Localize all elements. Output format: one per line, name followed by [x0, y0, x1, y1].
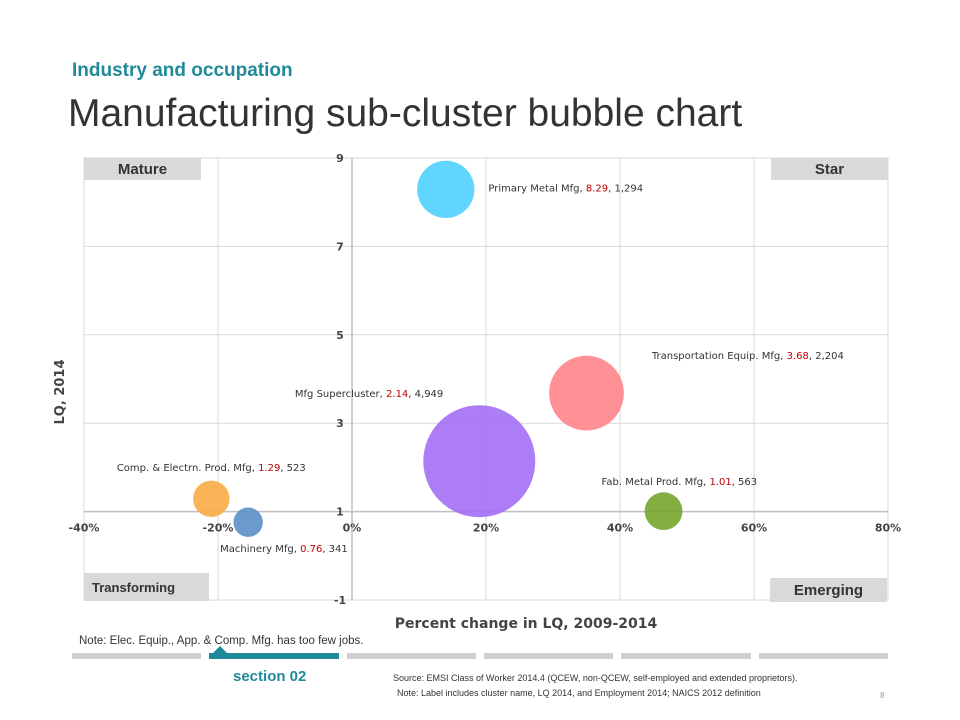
nav-segment[interactable]: [484, 653, 614, 659]
chart-axes: -40% -20% 0% 20% 40% 60% 80% -1 1 3 5 7 9: [69, 152, 902, 607]
bubble-label: Machinery Mfg, 0.76, 341: [220, 544, 348, 555]
quadrant-label-emerging: Emerging: [770, 578, 887, 602]
bubble-label: Primary Metal Mfg, 8.29, 1,294: [488, 183, 643, 194]
page-number: 8: [880, 691, 885, 700]
y-tick-label: 9: [336, 152, 344, 165]
nav-segment[interactable]: [346, 653, 476, 659]
nav-segment[interactable]: [72, 653, 202, 659]
y-axis-title: LQ, 2014: [53, 360, 68, 425]
source-note: Source: EMSI Class of Worker 2014.4 (QCE…: [393, 673, 798, 683]
chart-labels: Primary Metal Mfg, 8.29, 1,294 Transporta…: [117, 183, 844, 555]
x-tick-label: -20%: [203, 522, 234, 535]
y-tick-label: 5: [336, 329, 344, 342]
quadrant-label-transforming: Transforming: [84, 573, 209, 601]
x-tick-label: 20%: [473, 522, 499, 535]
section-footer-label: section 02: [233, 668, 307, 685]
nav-segment[interactable]: [621, 653, 751, 659]
x-tick-label: -40%: [69, 522, 100, 535]
x-tick-label: 0%: [343, 522, 362, 535]
nav-segment[interactable]: [758, 653, 888, 659]
bubble-label: Mfg Supercluster, 2.14, 4,949: [295, 389, 443, 400]
bubble-point: [423, 405, 536, 518]
page-title: Manufacturing sub-cluster bubble chart: [68, 92, 743, 135]
x-tick-label: 80%: [875, 522, 901, 535]
bubble-label: Comp. & Electrn. Prod. Mfg, 1.29, 523: [117, 463, 306, 474]
y-tick-label: 1: [336, 506, 344, 519]
bubble-point: [644, 492, 683, 531]
quadrant-label-star: Star: [771, 158, 888, 180]
bubble-point: [417, 160, 475, 219]
section-label: Industry and occupation: [72, 60, 293, 81]
quadrant-label-mature: Mature: [84, 158, 201, 180]
x-axis-title: Percent change in LQ, 2009-2014: [395, 616, 658, 632]
chart-note: Note: Elec. Equip., App. & Comp. Mfg. ha…: [79, 635, 364, 647]
bubble-point: [233, 507, 263, 537]
bubble-point: [549, 355, 624, 431]
label-note: Note: Label includes cluster name, LQ 20…: [397, 688, 761, 698]
x-tick-label: 60%: [741, 522, 767, 535]
y-tick-label: 3: [336, 417, 344, 430]
nav-active-caret: [213, 646, 227, 653]
nav-segment[interactable]: [209, 653, 339, 659]
bubble-label: Fab. Metal Prod. Mfg, 1.01, 563: [602, 477, 758, 488]
y-tick-label: 7: [336, 240, 344, 253]
bubble-label: Transportation Equip. Mfg, 3.68, 2,204: [651, 351, 844, 362]
x-tick-label: 40%: [607, 522, 633, 535]
chart-bubbles: [193, 160, 683, 537]
y-tick-label: -1: [334, 594, 346, 607]
bubble-point: [193, 480, 230, 517]
